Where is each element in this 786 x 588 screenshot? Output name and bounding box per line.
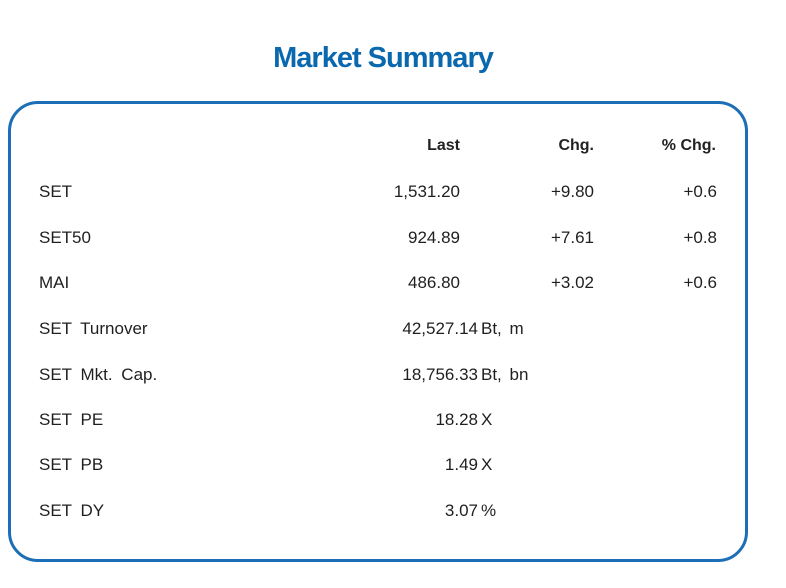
change-value: +3.02: [550, 273, 594, 292]
row-label: SET Turnover: [39, 319, 148, 338]
change-value: +7.61: [550, 228, 594, 247]
stat-value: 18,756.33: [402, 365, 478, 384]
page-title: Market Summary: [273, 42, 494, 74]
percent-change-value: +0.6: [683, 273, 717, 292]
stat-unit: X: [481, 455, 493, 474]
index-row-set: SET 1,531.20 +9.80 +0.6: [0, 182, 786, 204]
row-label: SET PB: [39, 455, 104, 474]
index-row-mai: MAI 486.80 +3.02 +0.6: [0, 273, 786, 295]
row-label: SET50: [39, 228, 91, 247]
column-header-last: Last: [427, 137, 460, 154]
stat-row-set-pb: SET PB 1.49 X: [0, 455, 786, 477]
stat-row-set-mkt-cap: SET Mkt. Cap. 18,756.33 Bt, bn: [0, 365, 786, 387]
stat-row-set-turnover: SET Turnover 42,527.14 Bt, m: [0, 319, 786, 341]
percent-change-value: +0.8: [683, 228, 717, 247]
row-label: SET PE: [39, 410, 104, 429]
stat-unit: Bt, bn: [481, 365, 529, 384]
stat-value: 42,527.14: [402, 319, 478, 338]
change-value: +9.80: [550, 182, 594, 201]
stat-row-set-dy: SET DY 3.07 %: [0, 501, 786, 523]
stat-unit: %: [481, 501, 497, 520]
summary-panel: [8, 101, 748, 562]
last-value: 1,531.20: [393, 182, 460, 201]
stat-value: 3.07: [444, 501, 478, 520]
row-label: SET Mkt. Cap.: [39, 365, 158, 384]
row-label: SET: [39, 182, 73, 201]
percent-change-value: +0.6: [683, 182, 717, 201]
index-row-set50: SET50 924.89 +7.61 +0.8: [0, 228, 786, 250]
stat-unit: Bt, m: [481, 319, 524, 338]
stat-row-set-pe: SET PE 18.28 X: [0, 410, 786, 432]
stat-unit: X: [481, 410, 493, 429]
last-value: 924.89: [408, 228, 460, 247]
column-header-chg: Chg.: [558, 137, 594, 154]
row-label: MAI: [39, 273, 70, 292]
stat-value: 18.28: [435, 410, 478, 429]
stat-value: 1.49: [444, 455, 478, 474]
column-header-pct-chg: % Chg.: [661, 137, 716, 154]
last-value: 486.80: [408, 273, 460, 292]
row-label: SET DY: [39, 501, 105, 520]
